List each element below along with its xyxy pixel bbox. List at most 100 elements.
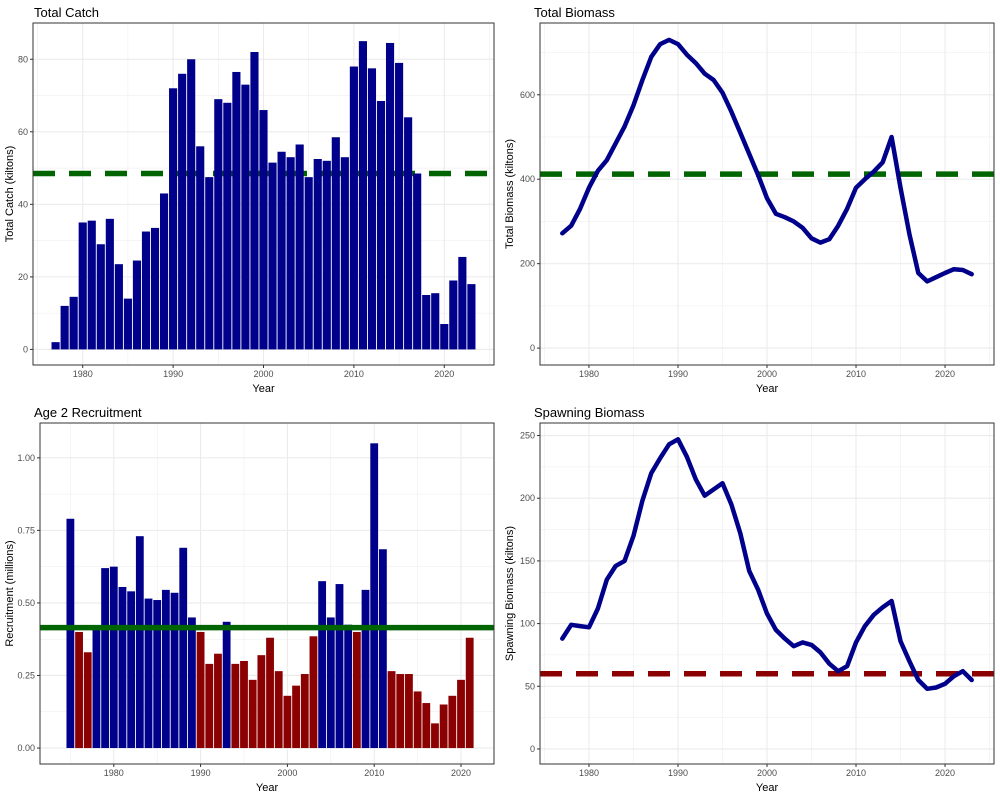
- chart-panel-total-biomass: 1980 1990 2000 2010 2020 0 200 400 600 Total Biom…: [500, 0, 1000, 400]
- bar-1979: [69, 296, 78, 350]
- bar-2012: [367, 68, 377, 350]
- chart-title: Total Catch: [34, 5, 99, 20]
- bar-2016: [404, 117, 413, 350]
- plot-frame: [39, 422, 495, 765]
- bar-1976: [75, 631, 83, 749]
- bar-2015: [395, 62, 404, 350]
- bar-2002: [277, 151, 286, 350]
- total-biomass-chart: 1980 1990 2000 2010 2020 0 200 400 600 Total Biom…: [504, 5, 995, 395]
- y-tick-label: 0: [23, 344, 28, 354]
- x-tick-label: 2020: [451, 768, 471, 778]
- y-tick-label: 20: [18, 272, 28, 282]
- bar-2019: [431, 293, 440, 350]
- y-tick-label: 200: [520, 493, 535, 503]
- bar-1988: [179, 547, 188, 749]
- bar-2011: [378, 549, 387, 749]
- bar-2020: [440, 324, 449, 350]
- y-axis-label: Spawning Biomass (kiltons): [504, 526, 516, 661]
- bar-1977: [51, 342, 60, 350]
- bar-2004: [318, 581, 327, 749]
- chart-title: Age 2 Recruitment: [34, 405, 142, 420]
- bar-1999: [274, 671, 283, 749]
- y-tick-label: 0: [530, 744, 535, 754]
- bar-2018: [439, 704, 448, 749]
- bar-2000: [259, 110, 268, 350]
- bar-2003: [309, 636, 318, 749]
- bar-1996: [223, 102, 232, 350]
- bar-1984: [114, 264, 123, 350]
- bar-2017: [413, 173, 422, 350]
- bar-1997: [232, 71, 241, 350]
- bar-2019: [448, 695, 457, 749]
- y-tick-label: 60: [18, 127, 28, 137]
- bar-2020: [457, 679, 465, 749]
- x-tick-label: 1980: [73, 369, 93, 379]
- bar-1983: [135, 536, 144, 749]
- bar-1980: [109, 566, 118, 749]
- bar-1993: [222, 621, 231, 749]
- bar-1991: [205, 663, 214, 749]
- bar-1989: [188, 617, 196, 749]
- x-tick-label: 2000: [277, 768, 297, 778]
- total-catch-chart: 1980 1990 2000 2010 2020 0 20 40 60 80 Total Catch…: [4, 5, 495, 395]
- x-tick-label: 1980: [579, 768, 599, 778]
- bar-1987: [170, 592, 179, 749]
- bar-2017: [431, 723, 439, 749]
- bar-1998: [266, 637, 274, 749]
- bar-2018: [422, 295, 431, 350]
- bar-2012: [387, 671, 396, 749]
- y-tick-label: 400: [520, 174, 535, 184]
- bar-2009: [340, 157, 349, 350]
- bar-2023: [467, 284, 476, 350]
- x-tick-label: 1990: [668, 768, 688, 778]
- x-tick-label: 2020: [935, 768, 955, 778]
- y-tick-label: 0.00: [17, 743, 35, 753]
- bar-2021: [449, 280, 458, 350]
- bar-1995: [214, 99, 223, 350]
- bar-1997: [257, 655, 266, 749]
- x-tick-label: 2000: [757, 768, 777, 778]
- bar-1978: [92, 626, 101, 749]
- x-tick-label: 2000: [757, 369, 777, 379]
- bar-1986: [161, 589, 170, 749]
- x-axis-label: Year: [756, 782, 779, 794]
- y-tick-label: 100: [520, 619, 535, 629]
- bar-1994: [231, 663, 240, 749]
- bar-1981: [118, 586, 127, 749]
- y-tick-label: 250: [520, 431, 535, 441]
- bar-1982: [96, 244, 105, 350]
- bar-1992: [187, 59, 196, 350]
- bar-2013: [396, 674, 405, 749]
- y-tick-label: 0: [530, 343, 535, 353]
- x-tick-label: 1980: [579, 369, 599, 379]
- y-tick-label: 600: [520, 90, 535, 100]
- x-tick-label: 1990: [163, 369, 183, 379]
- bar-2000: [283, 695, 292, 749]
- y-tick-label: 0.50: [17, 598, 35, 608]
- x-tick-label: 2020: [434, 369, 454, 379]
- y-tick-label: 40: [18, 199, 28, 209]
- bar-2001: [268, 162, 277, 350]
- x-tick-label: 2010: [364, 768, 384, 778]
- y-axis-label: Total Catch (kiltons): [4, 146, 16, 243]
- x-tick-label: 1980: [104, 768, 124, 778]
- bar-2021: [465, 637, 474, 749]
- bar-1990: [196, 631, 205, 749]
- bar-2014: [405, 674, 413, 749]
- bar-1991: [178, 73, 187, 350]
- bar-2010: [349, 66, 358, 350]
- bar-2008: [331, 137, 340, 350]
- bar-1979: [101, 568, 110, 749]
- bar-1996: [248, 679, 257, 749]
- chart-panel-recruitment: 1980 1990 2000 2010 2020 0.00 0.25 0.50 0.75 1.00…: [0, 400, 500, 800]
- bar-1984: [144, 598, 153, 749]
- bar-1975: [66, 518, 75, 749]
- bar-1983: [105, 218, 114, 350]
- bar-1994: [205, 177, 214, 350]
- series-line: [560, 437, 974, 692]
- bar-1981: [87, 220, 96, 350]
- bar-1982: [127, 591, 136, 749]
- bar-1985: [123, 298, 132, 350]
- bar-2001: [292, 685, 300, 749]
- bar-1995: [240, 660, 248, 749]
